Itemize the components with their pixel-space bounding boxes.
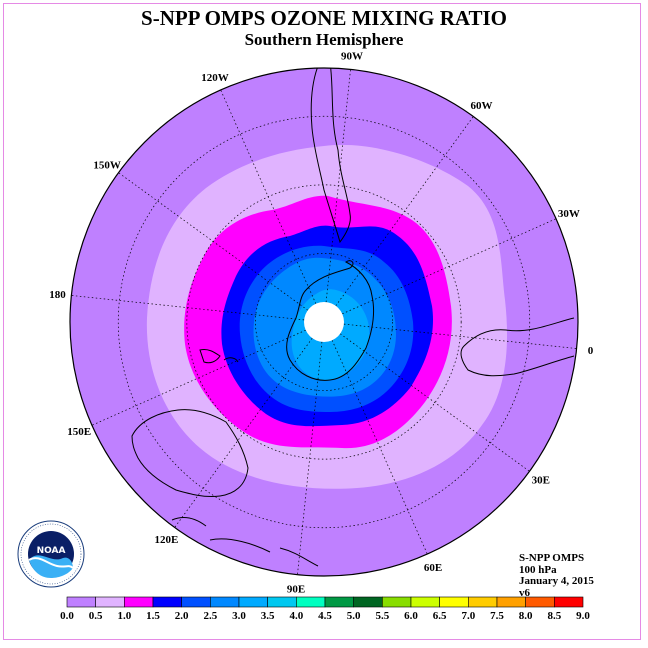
noaa-logo: NOAA [17,520,85,588]
page-title: S-NPP OMPS OZONE MIXING RATIO [141,6,507,30]
longitude-label: 30W [558,208,580,220]
info-date: January 4, 2015 [519,575,594,587]
color-scale-box [410,596,440,608]
latitude-circle [186,184,462,460]
color-scale-box [324,596,354,608]
color-scale-box [152,596,182,608]
color-scale-tick-label: 5.0 [347,610,361,622]
color-scale-boxes [66,596,584,608]
color-scale-tick-label: 7.0 [461,610,475,622]
color-scale-tick-label: 5.5 [375,610,389,622]
color-scale-box [124,596,154,608]
info-version: v6 [519,586,530,599]
latitude-circle [117,115,531,529]
color-scale-box [439,596,469,608]
longitude-label: 120E [155,534,179,546]
color-scale-box [66,596,96,608]
color-scale-tick-label: 6.5 [433,610,447,622]
color-scale-tick-label: 9.0 [576,610,590,622]
longitude-label: 180 [49,289,66,301]
longitude-label: 30E [532,475,550,487]
antarctica-coastline [286,260,375,381]
color-scale-tick-label: 1.0 [117,610,131,622]
color-scale-box [238,596,268,608]
color-scale-tick-label: 3.5 [261,610,275,622]
color-scale-box [382,596,412,608]
color-scale-tick-label: 8.5 [547,610,561,622]
australia-coastline [131,409,249,497]
color-scale-box [496,596,526,608]
color-scale-box [181,596,211,608]
color-scale-tick-label: 0.0 [60,610,74,622]
color-scale-tick-label: 4.0 [289,610,303,622]
longitude-label: 150E [67,426,91,438]
indonesia-coastline [171,517,319,567]
color-scale-tick-label: 8.0 [519,610,533,622]
south-america-coastline [310,68,351,244]
figure-frame [3,3,641,640]
color-scale-box [468,596,498,608]
info-product: S-NPP OMPS [519,552,585,564]
color-scale-box [296,596,326,608]
color-scale-box [95,596,125,608]
color-scale-box [210,596,240,608]
color-scale-tick-label: 2.0 [175,610,189,622]
color-scale-tick-label: 7.5 [490,610,504,622]
africa-coastline [460,317,575,377]
longitude-label: 90W [341,50,363,62]
longitude-labels: 90W 60W 30W 0 30E 60E 90E 120E 150E 180 150W 120W [49,50,594,595]
color-scale-tick-label: 1.5 [146,610,160,622]
longitude-label: 120W [201,72,229,84]
longitude-label: 60W [471,100,493,112]
color-scale-ticks: 0.0 0.5 1.0 1.5 2.0 2.5 3.0 3.5 4.0 4.5 5.0 5.5 6.0 6… [60,610,590,622]
coastlines [131,68,575,567]
color-scale-tick-label: 4.5 [318,610,332,622]
graticule [71,69,577,575]
color-scale-tick-label: 3.0 [232,610,246,622]
info-level: 100 hPa [519,563,557,576]
noaa-logo-text: NOAA [37,546,66,556]
longitude-label: 150W [93,159,121,171]
color-scale-box [267,596,297,608]
longitude-label: 60E [424,562,442,574]
color-scale-tick-label: 2.5 [203,610,217,622]
color-scale-box [554,596,584,608]
page-subtitle: Southern Hemisphere [244,30,404,49]
map-outline [69,67,579,577]
color-scale-tick-label: 6.0 [404,610,418,622]
longitude-label: 0 [588,345,594,357]
longitude-label: 90E [287,584,305,596]
color-scale-tick-label: 0.5 [89,610,103,622]
color-scale-box [353,596,383,608]
latitude-circle [255,253,393,391]
new-zealand-coastline [199,349,239,364]
color-scale-box [525,596,555,608]
pole-missing-data [304,302,344,342]
